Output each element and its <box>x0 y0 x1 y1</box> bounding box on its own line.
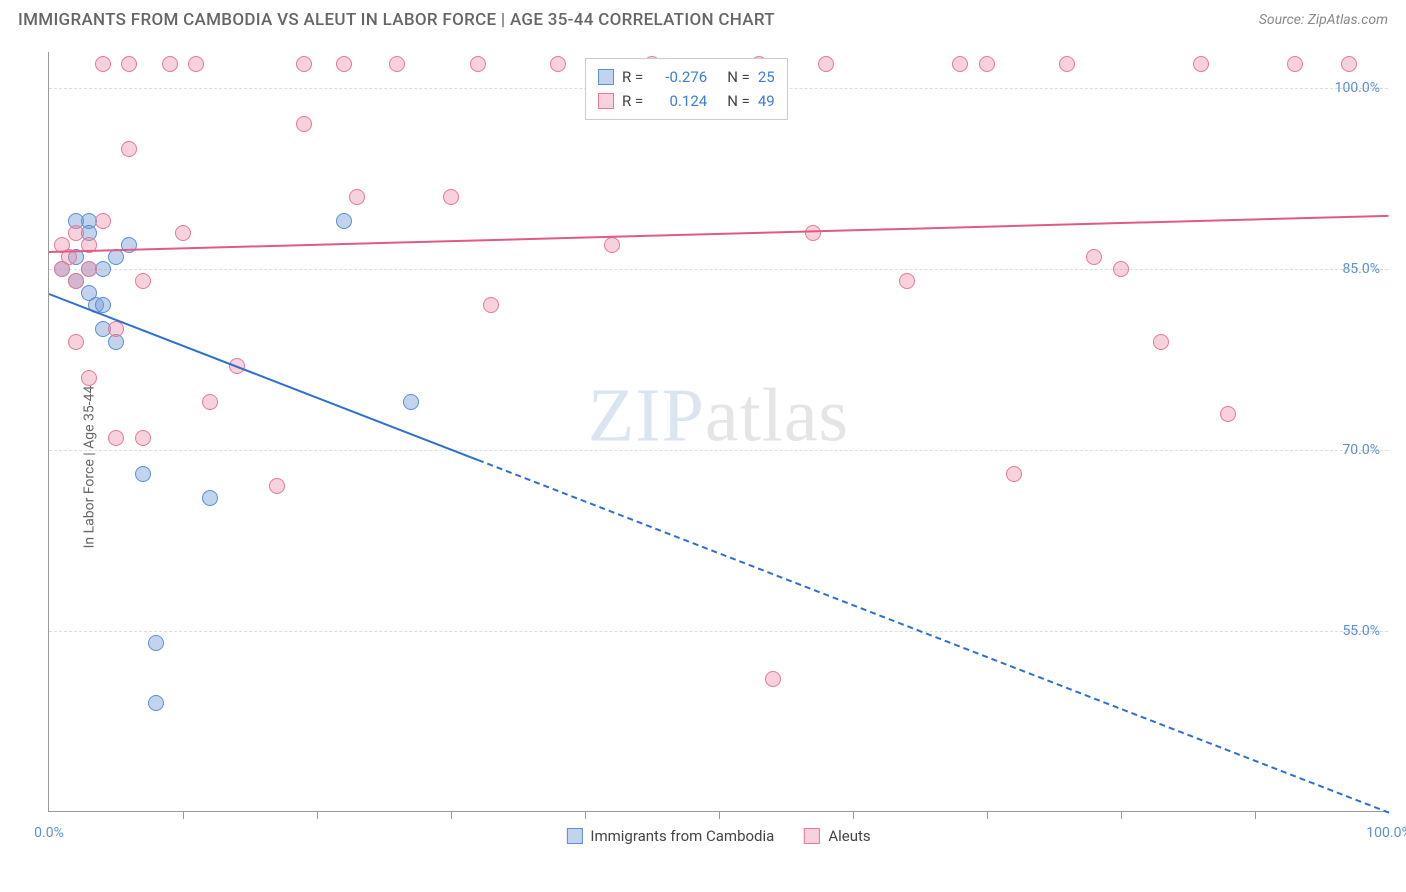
legend-series-label: Aleuts <box>828 827 870 845</box>
legend-swatch <box>566 828 582 844</box>
scatter-point <box>1059 56 1075 72</box>
scatter-point <box>296 116 312 132</box>
scatter-point <box>349 189 365 205</box>
scatter-point <box>148 695 164 711</box>
y-tick-label: 55.0% <box>1342 623 1380 639</box>
gridline <box>49 269 1388 270</box>
scatter-point <box>68 273 84 289</box>
scatter-point <box>1193 56 1209 72</box>
scatter-point <box>68 334 84 350</box>
scatter-point <box>483 297 499 313</box>
correlation-legend: R = -0.276 N = 25 R = 0.124 N = 49 <box>585 58 788 120</box>
scatter-point <box>1006 466 1022 482</box>
legend-series-label: Immigrants from Cambodia <box>590 827 774 845</box>
x-tick <box>853 811 854 819</box>
scatter-point <box>336 213 352 229</box>
x-tick-label: 0.0% <box>34 825 64 841</box>
scatter-point <box>1341 56 1357 72</box>
chart-title: IMMIGRANTS FROM CAMBODIA VS ALEUT IN LAB… <box>18 10 775 30</box>
scatter-point <box>121 56 137 72</box>
scatter-point <box>95 56 111 72</box>
scatter-point <box>108 321 124 337</box>
legend-r-value: -0.276 <box>651 65 707 89</box>
legend-swatch <box>598 69 614 85</box>
scatter-point <box>952 56 968 72</box>
x-tick <box>585 811 586 819</box>
scatter-point <box>470 56 486 72</box>
scatter-point <box>1086 249 1102 265</box>
scatter-point <box>135 466 151 482</box>
scatter-point <box>296 56 312 72</box>
scatter-point <box>1287 56 1303 72</box>
scatter-point <box>604 237 620 253</box>
scatter-point <box>162 56 178 72</box>
scatter-point <box>108 430 124 446</box>
scatter-point <box>550 56 566 72</box>
trend-line <box>49 215 1389 253</box>
scatter-point <box>336 56 352 72</box>
x-tick <box>719 811 720 819</box>
scatter-point <box>1153 334 1169 350</box>
plot-area: ZIPatlas 55.0%70.0%85.0%100.0%0.0%100.0%… <box>48 52 1388 812</box>
scatter-point <box>389 56 405 72</box>
legend-r-value: 0.124 <box>651 89 707 113</box>
chart-container: In Labor Force | Age 35-44 ZIPatlas 55.0… <box>0 42 1406 892</box>
scatter-point <box>81 261 97 277</box>
series-legend: Immigrants from Cambodia Aleuts <box>566 827 870 845</box>
scatter-point <box>121 141 137 157</box>
y-tick-label: 100.0% <box>1335 80 1380 96</box>
legend-n-value: 25 <box>758 65 775 89</box>
scatter-point <box>135 273 151 289</box>
scatter-point <box>202 490 218 506</box>
scatter-point <box>1220 406 1236 422</box>
x-tick-label: 100.0% <box>1366 825 1406 841</box>
legend-r-label: R = <box>622 89 643 113</box>
scatter-point <box>805 225 821 241</box>
scatter-point <box>269 478 285 494</box>
source-attribution: Source: ZipAtlas.com <box>1259 12 1388 28</box>
gridline <box>49 631 1388 632</box>
gridline <box>49 450 1388 451</box>
scatter-point <box>403 394 419 410</box>
y-tick-label: 70.0% <box>1342 442 1380 458</box>
x-tick <box>317 811 318 819</box>
scatter-point <box>979 56 995 72</box>
scatter-point <box>202 394 218 410</box>
scatter-point <box>443 189 459 205</box>
trend-line <box>477 459 1389 814</box>
x-tick <box>1121 811 1122 819</box>
x-tick <box>987 811 988 819</box>
legend-n-value: 49 <box>758 89 775 113</box>
scatter-point <box>135 430 151 446</box>
scatter-point <box>765 671 781 687</box>
x-tick <box>1255 811 1256 819</box>
scatter-point <box>818 56 834 72</box>
legend-n-label: N = <box>727 89 750 113</box>
scatter-point <box>95 213 111 229</box>
scatter-point <box>188 56 204 72</box>
scatter-point <box>899 273 915 289</box>
scatter-point <box>81 370 97 386</box>
x-tick <box>183 811 184 819</box>
legend-n-label: N = <box>727 65 750 89</box>
legend-swatch <box>598 93 614 109</box>
scatter-point <box>108 249 124 265</box>
scatter-point <box>148 635 164 651</box>
x-tick <box>451 811 452 819</box>
legend-r-label: R = <box>622 65 643 89</box>
watermark: ZIPatlas <box>588 373 849 460</box>
y-tick-label: 85.0% <box>1342 261 1380 277</box>
legend-swatch <box>804 828 820 844</box>
scatter-point <box>175 225 191 241</box>
scatter-point <box>68 225 84 241</box>
scatter-point <box>1113 261 1129 277</box>
